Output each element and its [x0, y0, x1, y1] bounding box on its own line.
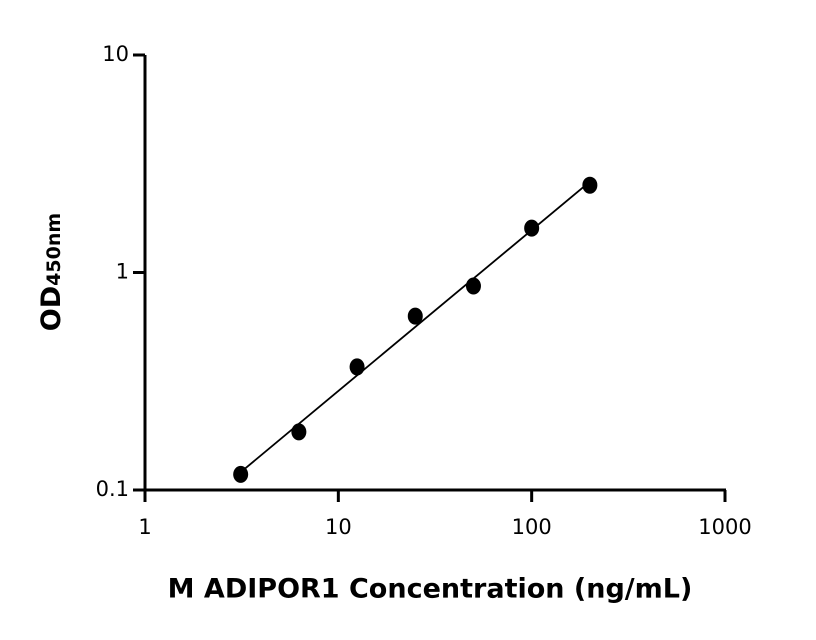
y-axis-title-main: OD — [36, 286, 67, 331]
data-point — [407, 307, 423, 325]
y-axis-title-sub: 450nm — [43, 213, 65, 286]
y-tick-label: 0.1 — [96, 477, 129, 501]
y-axis-title: OD450nm — [36, 213, 67, 331]
x-tick-label: 100 — [512, 515, 552, 539]
data-point — [233, 465, 249, 483]
x-tick-label: 1 — [138, 515, 151, 539]
data-point — [524, 219, 540, 237]
data-point — [465, 277, 481, 295]
y-tick-label: 1 — [116, 260, 129, 284]
data-point — [582, 176, 598, 194]
x-axis-title: M ADIPOR1 Concentration (ng/mL) — [168, 574, 693, 605]
data-point — [291, 423, 307, 441]
data-point — [349, 358, 365, 376]
y-tick-label: 10 — [102, 42, 129, 66]
x-tick-label: 1000 — [698, 515, 751, 539]
x-tick-label: 10 — [325, 515, 352, 539]
